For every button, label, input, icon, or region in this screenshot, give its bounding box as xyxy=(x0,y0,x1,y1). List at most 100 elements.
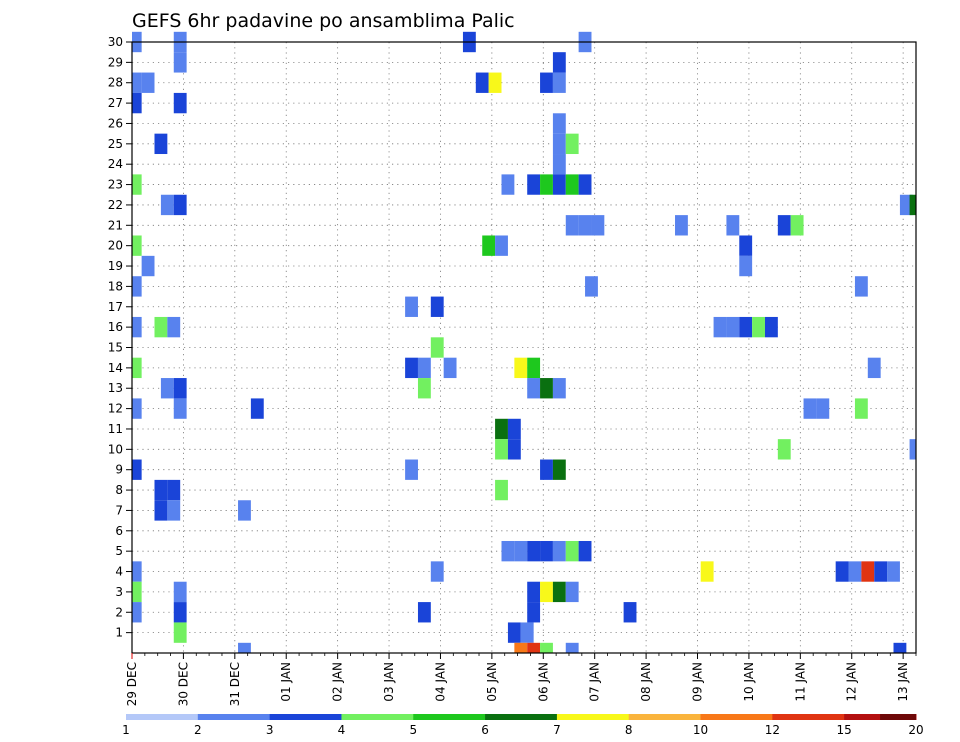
precip-cell xyxy=(173,398,187,419)
precip-cell xyxy=(540,642,553,653)
precip-cell xyxy=(527,540,541,562)
precip-cell xyxy=(132,459,142,480)
legend-label: 2 xyxy=(194,723,202,737)
legend-label: 15 xyxy=(837,723,852,737)
y-tick-label: 10 xyxy=(108,442,123,456)
precip-cell xyxy=(552,540,566,562)
precip-cell xyxy=(417,602,431,623)
precip-cell xyxy=(540,72,553,93)
precip-cell xyxy=(514,357,528,379)
precip-cell xyxy=(527,357,541,379)
precip-cell xyxy=(488,72,502,93)
x-tick-label: 13 JAN xyxy=(896,662,910,702)
precip-cell xyxy=(777,215,791,236)
precip-cell xyxy=(443,357,457,379)
legend-label: 5 xyxy=(409,723,417,737)
precip-cell xyxy=(675,215,688,236)
precip-cell xyxy=(739,316,753,338)
y-tick-label: 25 xyxy=(108,137,123,151)
x-tick-label: 01 JAN xyxy=(279,662,293,702)
chart-title: GEFS 6hr padavine po ansamblima Palic xyxy=(132,10,515,32)
x-tick-label: 09 JAN xyxy=(691,662,705,702)
legend-swatch xyxy=(485,714,558,720)
precip-cell xyxy=(514,540,528,562)
x-tick-label: 02 JAN xyxy=(331,662,345,702)
legend-swatch xyxy=(880,714,916,720)
precip-cell xyxy=(874,561,888,582)
precip-cell xyxy=(867,357,881,379)
precip-cell xyxy=(132,357,142,379)
precip-cell xyxy=(132,561,142,582)
precip-cell xyxy=(565,133,579,155)
precip-cell xyxy=(540,540,553,562)
legend-label: 1 xyxy=(122,723,130,737)
y-tick-label: 12 xyxy=(108,402,123,416)
precip-cell xyxy=(495,235,508,256)
precip-cell xyxy=(552,581,566,603)
y-axis: 1234567891011121314151617181920212223242… xyxy=(108,35,132,640)
x-tick-label: 29 DEC xyxy=(125,662,139,706)
y-tick-label: 15 xyxy=(108,341,123,355)
precip-cell xyxy=(893,642,907,653)
precip-cell xyxy=(132,398,142,419)
precip-cell xyxy=(173,52,187,73)
legend-label: 7 xyxy=(553,723,561,737)
y-tick-label: 28 xyxy=(108,76,123,90)
precip-cell xyxy=(585,276,598,297)
precip-cell xyxy=(565,581,579,603)
x-tick-label: 06 JAN xyxy=(536,662,550,702)
precip-cell xyxy=(848,561,862,582)
legend-swatch xyxy=(628,714,702,720)
precip-cell xyxy=(430,296,444,317)
precip-cell xyxy=(540,459,553,480)
data-cells xyxy=(132,31,916,653)
x-tick-label: 11 JAN xyxy=(793,662,807,702)
y-tick-label: 30 xyxy=(108,35,123,49)
y-tick-label: 27 xyxy=(108,96,123,110)
legend-label: 10 xyxy=(693,723,708,737)
precip-cell xyxy=(141,72,155,93)
precip-cell xyxy=(623,602,637,623)
precip-cell xyxy=(160,378,174,399)
precip-cell xyxy=(417,378,431,399)
precip-cell xyxy=(552,154,566,175)
precip-cell xyxy=(540,378,553,399)
legend-label: 4 xyxy=(338,723,346,737)
precip-cell xyxy=(565,540,579,562)
precip-cell xyxy=(173,378,187,399)
y-tick-label: 11 xyxy=(108,422,123,436)
precip-cell xyxy=(909,439,916,460)
precip-cell xyxy=(154,316,168,338)
precip-cell xyxy=(132,316,142,338)
precip-cell xyxy=(790,215,804,236)
precip-cell xyxy=(777,439,791,460)
precip-cell xyxy=(417,357,431,379)
precip-cell xyxy=(700,561,714,582)
y-tick-label: 2 xyxy=(115,605,123,619)
precip-cell xyxy=(250,398,264,419)
legend-label: 12 xyxy=(765,723,780,737)
legend-swatch xyxy=(556,714,630,720)
y-tick-label: 13 xyxy=(108,381,123,395)
precip-cell xyxy=(238,500,251,521)
precip-cell xyxy=(578,215,592,236)
precip-cell xyxy=(739,235,753,256)
y-tick-label: 4 xyxy=(115,565,123,579)
precip-cell xyxy=(552,459,566,480)
precip-cell xyxy=(495,418,508,440)
legend-label: 20 xyxy=(908,723,923,737)
x-tick-label: 08 JAN xyxy=(639,662,653,702)
precip-cell xyxy=(803,398,817,419)
precip-cell xyxy=(405,296,418,317)
precip-cell xyxy=(578,174,592,195)
precip-cell xyxy=(507,439,521,460)
precip-cell xyxy=(132,602,142,623)
precip-cell xyxy=(527,602,541,623)
precip-cell xyxy=(430,561,444,582)
x-tick-label: 10 JAN xyxy=(742,662,756,702)
precip-cell xyxy=(405,357,418,379)
y-tick-label: 24 xyxy=(108,157,123,171)
precip-cell xyxy=(405,459,418,480)
precip-cell xyxy=(507,622,521,643)
